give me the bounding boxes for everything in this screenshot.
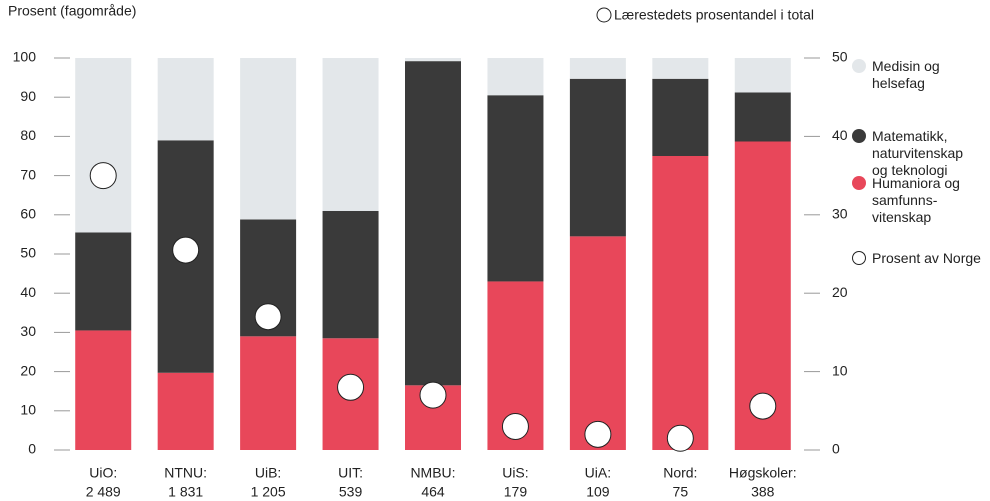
x-tick-label: 539 [339,484,363,500]
x-tick-label: UiO: [89,465,117,481]
bar-segment [734,58,791,93]
share-marker [254,303,282,331]
x-tick-label: Nord: [663,465,697,481]
y-tick-label: 50 [20,245,36,261]
legend-swatch [852,59,866,73]
y-tick-label: 10 [20,402,36,418]
y-axis-title: Prosent (fagområde) [8,3,136,19]
bar-segment [157,372,214,450]
y2-tick-label: 30 [832,206,848,222]
bar-segment [75,58,132,233]
bar-segment [405,58,461,62]
share-marker [666,424,694,452]
legend-item: Medisin og helsefag [852,58,982,92]
x-tick-label: 1 831 [168,484,203,500]
x-tick-label: UiA: [585,465,611,481]
bar-segment [240,58,297,220]
y-tick-label: 0 [28,441,36,457]
legend-swatch [852,129,866,143]
x-tick-label: 75 [673,484,689,500]
share-marker [749,392,777,420]
y-tick-label: 20 [20,362,36,378]
y-tick-label: 70 [20,166,36,182]
bar-segment [157,58,214,141]
x-tick-label: 109 [586,484,610,500]
bar-segment [322,210,379,339]
bar-segment [734,92,791,142]
share-marker [584,420,612,448]
x-tick-label: NTNU: [164,465,207,481]
bar-segment [652,78,709,156]
x-tick-label: NMBU: [410,465,455,481]
bar-segment [322,58,379,211]
y2-tick-label: 20 [832,284,848,300]
y-tick-label: 100 [13,49,37,65]
x-tick-label: 388 [751,484,775,500]
bar-segment [652,156,709,450]
legend-label: Matematikk, naturvitenskap og teknologi [872,128,964,178]
bar-segment [569,236,626,450]
legend-label: Prosent av Norge [872,250,981,266]
y2-tick-label: 50 [832,49,848,65]
x-tick-label: UiS: [502,465,528,481]
share-marker [172,236,200,264]
legend-item: Humaniora og samfunns-vitenskap [852,175,982,226]
bar-segment [240,336,297,450]
legend-label: Humaniora og samfunns-vitenskap [872,175,960,225]
bar-segment [487,58,544,96]
x-tick-label: 2 489 [86,484,121,500]
x-tick-label: UiB: [255,465,281,481]
x-tick-label: Høgskoler: [729,465,797,481]
share-marker [501,412,529,440]
x-tick-label: 464 [421,484,445,500]
bar-segment [652,58,709,79]
y2-axis-title: Lærestedets prosentandel i total [614,7,814,23]
bar-segment [487,95,544,282]
bar-segment [569,58,626,79]
y-tick-label: 60 [20,206,36,222]
y2-tick-label: 0 [832,441,840,457]
legend-swatch [852,251,866,265]
bar-segment [75,232,132,331]
y-tick-label: 80 [20,127,36,143]
share-marker [419,381,447,409]
y2-title-icon [596,7,612,23]
legend-item: Prosent av Norge [852,250,982,267]
bar-segment [405,61,461,386]
legend-item: Matematikk, naturvitenskap og teknologi [852,128,982,179]
share-marker [89,162,117,190]
share-marker [337,373,365,401]
x-tick-label: 179 [504,484,528,500]
legend-label: Medisin og helsefag [872,58,940,91]
bar-segment [75,330,132,450]
y2-tick-label: 10 [832,362,848,378]
legend-swatch [852,176,866,190]
bar-segment [569,78,626,237]
y2-tick-label: 40 [832,127,848,143]
y-tick-label: 90 [20,88,36,104]
y-tick-label: 40 [20,284,36,300]
x-tick-label: UIT: [338,465,363,481]
y-tick-label: 30 [20,323,36,339]
x-tick-label: 1 205 [251,484,286,500]
